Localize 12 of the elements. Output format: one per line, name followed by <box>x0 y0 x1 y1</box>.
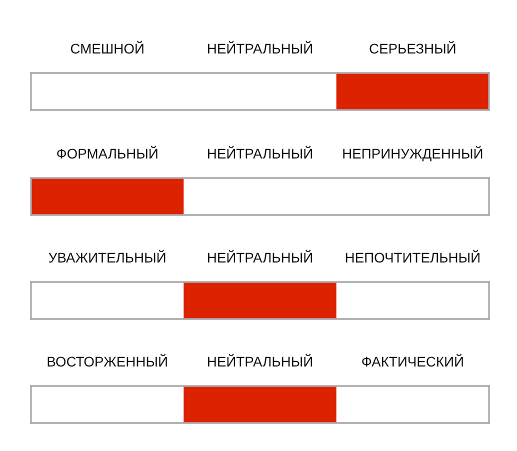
x-tick-label: СМЕШНОЙ <box>70 40 144 54</box>
x-tick-label: СЕРЬЕЗНЫЙ <box>370 40 456 54</box>
x-tick-label: НЕЙТРАЛЬНЫЙ <box>208 354 312 367</box>
x-tick-label: ФАКТИЧЕСКИЙ <box>362 354 463 367</box>
x-tick-label: НЕЙТРАЛЬНЫЙ <box>208 250 312 263</box>
x-tick-label: ВОСТОРЖЕННЫЙ <box>48 354 167 367</box>
x-tick-label: НЕПОЧТИТЕЛЬНЫЙ <box>346 250 480 263</box>
x-tick-label: НЕЙТРАЛЬНЫЙ <box>208 146 312 159</box>
x-tick-label: УВАЖИТЕЛЬНЫЙ <box>48 250 166 263</box>
x-tick-label: НЕПРИНУЖДЕННЫЙ <box>343 146 482 162</box>
x-tick-label: НЕЙТРАЛЬНЫЙ <box>208 40 312 54</box>
x-tick-label: ФОРМАЛЬНЫЙ <box>57 146 158 159</box>
